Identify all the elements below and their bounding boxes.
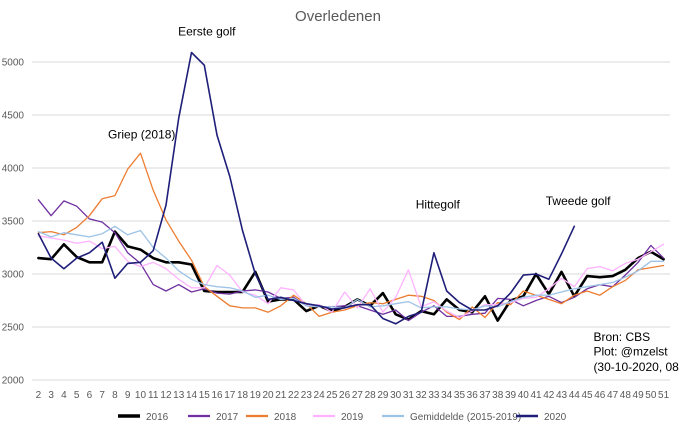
y-tick-label: 4000 — [2, 164, 25, 175]
x-tick-label: 43 — [556, 390, 568, 401]
y-axis-ticks: 2000 2500 3000 3500 4000 4500 5000 — [2, 58, 25, 387]
x-tick-label: 23 — [301, 390, 313, 401]
legend-label-2: 2018 — [274, 412, 297, 423]
legend-label-1: 2017 — [216, 412, 239, 423]
annotation-1: Griep (2018) — [108, 127, 175, 141]
legend-label-4: Gemiddelde (2015-2019) — [410, 412, 521, 423]
series-lines — [37, 51, 665, 325]
gridlines — [32, 61, 670, 381]
legend-label-0: 2016 — [146, 412, 169, 423]
x-tick-label: 16 — [211, 390, 223, 401]
x-tick-label: 35 — [454, 390, 466, 401]
y-tick-label: 5000 — [2, 58, 25, 69]
x-tick-label: 32 — [416, 390, 428, 401]
series-line-3 — [37, 235, 665, 319]
x-tick-label: 36 — [467, 390, 479, 401]
x-tick-label: 27 — [352, 390, 364, 401]
x-tick-label: 18 — [237, 390, 249, 401]
x-tick-label: 31 — [403, 390, 415, 401]
x-tick-label: 12 — [160, 390, 172, 401]
x-tick-label: 5 — [74, 390, 80, 401]
x-tick-label: 19 — [250, 390, 262, 401]
x-tick-label: 24 — [314, 390, 326, 401]
x-tick-label: 4 — [61, 390, 67, 401]
series-line-5 — [37, 51, 576, 325]
x-tick-label: 2 — [36, 390, 42, 401]
x-tick-label: 3 — [48, 390, 54, 401]
annotation-0: Eerste golf — [178, 25, 236, 39]
x-tick-label: 40 — [518, 390, 530, 401]
annotation-2: Hittegolf — [416, 197, 461, 211]
x-tick-label: 15 — [199, 390, 211, 401]
x-tick-label: 45 — [581, 390, 593, 401]
series-line-4 — [37, 225, 665, 311]
x-tick-label: 6 — [87, 390, 93, 401]
x-tick-label: 8 — [112, 390, 118, 401]
x-tick-label: 20 — [262, 390, 274, 401]
annotation-5: Plot: @mzelst — [593, 345, 668, 359]
x-tick-label: 9 — [125, 390, 131, 401]
x-tick-label: 13 — [173, 390, 185, 401]
annotation-3: Tweede golf — [546, 194, 611, 208]
x-tick-label: 30 — [390, 390, 402, 401]
x-tick-label: 39 — [505, 390, 517, 401]
x-tick-label: 37 — [479, 390, 491, 401]
x-tick-label: 10 — [135, 390, 147, 401]
x-tick-label: 46 — [594, 390, 606, 401]
x-tick-label: 47 — [607, 390, 619, 401]
x-tick-label: 17 — [224, 390, 236, 401]
x-tick-label: 25 — [326, 390, 338, 401]
legend-label-5: 2020 — [544, 412, 567, 423]
x-tick-label: 48 — [620, 390, 632, 401]
x-tick-label: 50 — [645, 390, 657, 401]
x-tick-label: 26 — [339, 390, 351, 401]
x-tick-label: 38 — [492, 390, 504, 401]
x-tick-label: 14 — [186, 390, 198, 401]
annotation-4: Bron: CBS — [593, 330, 650, 344]
legend: 2016 2017 2018 2019 Gemiddelde (2015-2019) 20… — [118, 412, 567, 423]
legend-label-3: 2019 — [341, 412, 364, 423]
series-line-2 — [37, 152, 665, 321]
x-tick-label: 42 — [543, 390, 555, 401]
x-tick-label: 34 — [441, 390, 453, 401]
y-tick-label: 3000 — [2, 270, 25, 281]
x-tick-label: 29 — [377, 390, 389, 401]
x-tick-label: 33 — [428, 390, 440, 401]
x-tick-label: 22 — [288, 390, 300, 401]
y-tick-label: 2500 — [2, 323, 25, 334]
x-tick-label: 41 — [530, 390, 542, 401]
y-tick-label: 4500 — [2, 111, 25, 122]
y-tick-label: 3500 — [2, 217, 25, 228]
x-tick-label: 7 — [99, 390, 105, 401]
x-tick-label: 51 — [658, 390, 670, 401]
x-tick-label: 21 — [275, 390, 287, 401]
annotations: Eerste golf Griep (2018) Hittegolf Tweede g… — [108, 25, 679, 374]
chart-title: Overledenen — [295, 8, 381, 25]
x-tick-label: 11 — [148, 390, 159, 401]
x-tick-label: 44 — [569, 390, 581, 401]
x-tick-label: 49 — [633, 390, 645, 401]
y-tick-label: 2000 — [2, 376, 25, 387]
x-axis-ticks: 2 3 4 5 6 7 8 9 10 11 12 13 14 15 16 17 18 19 20 21 22 23 24 25… — [36, 390, 670, 401]
x-tick-label: 28 — [365, 390, 377, 401]
annotation-6: (30-10-2020, 08:00) — [593, 360, 679, 374]
